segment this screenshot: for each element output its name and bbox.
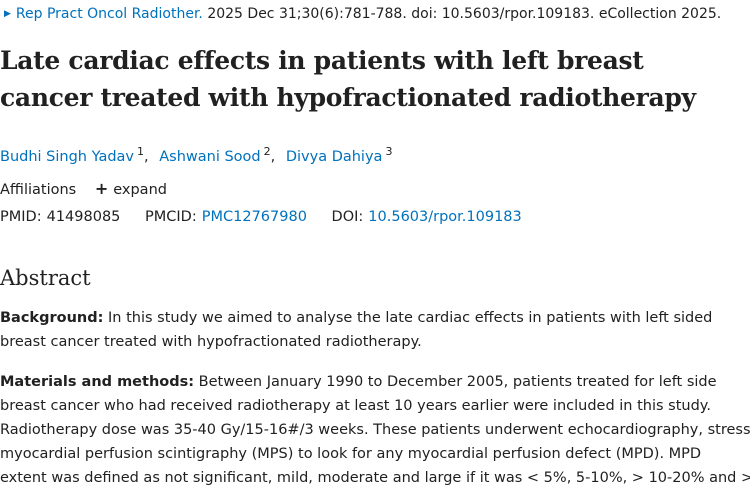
author-link[interactable]: Budhi Singh Yadav: [0, 148, 135, 165]
methods-text-line: extent was defined as not significant, m…: [0, 470, 750, 486]
author-affiliation-number[interactable]: 2: [263, 145, 271, 158]
doi-label: DOI:: [331, 209, 364, 225]
abstract-methods-paragraph: Materials and methods: Between January 1…: [0, 370, 750, 490]
citation-line: ▶ Rep Pract Oncol Radiother. 2025 Dec 31;…: [0, 4, 721, 24]
pmcid-label: PMCID:: [145, 209, 197, 225]
methods-text-line: Radiotherapy dose was 35-40 Gy/15-16#/3 …: [0, 422, 750, 438]
article-title-line-1: Late cardiac effects in patients with le…: [0, 46, 644, 75]
author-link[interactable]: Divya Dahiya: [285, 148, 383, 165]
article-title-line-2: cancer treated with hypofractionated rad…: [0, 83, 696, 112]
affiliations-row: Affiliations + expand: [0, 179, 167, 200]
author-separator: ,: [144, 148, 149, 165]
author-link[interactable]: Ashwani Sood: [159, 148, 261, 165]
background-text-line: breast cancer treated with hypofractiona…: [0, 334, 422, 350]
doi-link[interactable]: 10.5603/rpor.109183: [368, 209, 522, 225]
methods-text-line: breast cancer who had received radiother…: [0, 398, 711, 414]
background-label: Background:: [0, 310, 104, 326]
article-identifiers: PMID: 41498085 PMCID: PMC12767980 DOI: 10.5…: [0, 207, 542, 227]
methods-label: Materials and methods:: [0, 374, 195, 390]
pmid-label: PMID:: [0, 209, 42, 225]
methods-text-line: myocardial perfusion scintigraphy (MPS) …: [0, 446, 702, 462]
abstract-background-paragraph: Background: In this study we aimed to an…: [0, 306, 750, 354]
article-title: Late cardiac effects in patients with le…: [0, 42, 745, 116]
pmcid-link[interactable]: PMC12767980: [201, 209, 307, 225]
author-affiliation-number[interactable]: 3: [385, 145, 393, 158]
abstract-heading: Abstract: [0, 266, 91, 290]
plus-icon: +: [94, 179, 109, 198]
author-affiliation-number[interactable]: 1: [137, 145, 145, 158]
author-list: Budhi Singh Yadav 1, Ashwani Sood 2, Divya…: [0, 142, 392, 167]
author-separator: ,: [270, 148, 276, 165]
journal-link[interactable]: Rep Pract Oncol Radiother.: [15, 6, 203, 22]
background-text-line: In this study we aimed to analyse the la…: [103, 310, 713, 326]
expand-label: expand: [113, 182, 167, 198]
citation-details: 2025 Dec 31;30(6):781-788. doi: 10.5603/…: [207, 6, 722, 22]
affiliations-label: Affiliations: [0, 182, 77, 198]
expand-triangle-icon[interactable]: ▶: [4, 9, 11, 19]
methods-text-line: Between January 1990 to December 2005, p…: [194, 374, 717, 390]
affiliations-expand-button[interactable]: + expand: [95, 179, 167, 200]
pmid-value: 41498085: [46, 209, 121, 225]
